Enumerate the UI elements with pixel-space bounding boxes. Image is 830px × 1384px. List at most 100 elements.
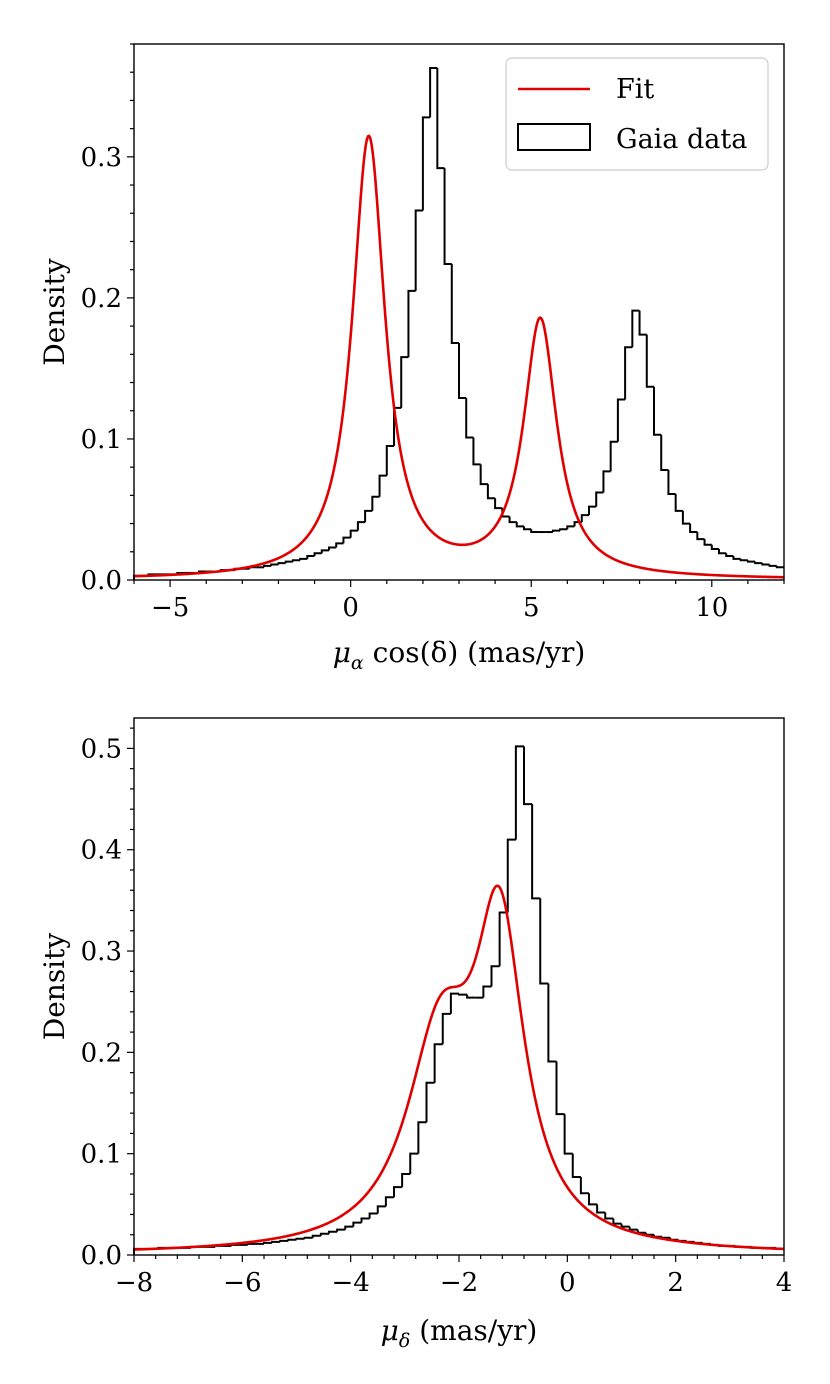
bottom-hist-bin — [384, 1196, 394, 1207]
bottom-hist-bin — [352, 1221, 362, 1227]
bottom-x-tick-label: 2 — [667, 1268, 684, 1298]
top-hist-bin — [609, 440, 618, 472]
top-hist-bin — [270, 563, 279, 566]
bottom-y-tick-label: 0.1 — [81, 1140, 122, 1170]
bottom-hist-bin — [490, 965, 500, 987]
bottom-x-tick-label: −8 — [115, 1268, 153, 1298]
top-hist-bin — [718, 548, 727, 555]
bottom-hist-bin — [295, 1237, 305, 1240]
bottom-x-tick-label: −4 — [332, 1268, 370, 1298]
top-x-tick-label: 5 — [523, 593, 540, 623]
bottom-hist-bin — [563, 1114, 573, 1155]
bottom-x-tick-label: −2 — [440, 1268, 478, 1298]
top-hist-bin — [277, 562, 286, 565]
top-hist-bin — [645, 334, 654, 388]
top-panel: Density μα cos(δ) (mas/yr) −5 0 5 10 0.0 0.1 0… — [38, 43, 785, 674]
top-x-tick-label: 0 — [342, 593, 359, 623]
top-hist-bin — [436, 67, 445, 170]
top-y-axis-label: Density — [38, 258, 71, 366]
bottom-hist-bin — [360, 1217, 370, 1223]
top-hist-bin — [328, 546, 337, 551]
top-x-axis-label-rest: cos(δ) (mas/yr) — [364, 636, 586, 669]
top-hist-bin — [667, 469, 676, 495]
bottom-hist-bin — [458, 993, 468, 996]
top-hist-bin — [494, 498, 503, 510]
bottom-hist-bin — [263, 1241, 273, 1244]
bottom-hist-bin — [547, 983, 557, 1063]
top-y-tick-label: 0.2 — [81, 284, 122, 314]
top-hist-bin — [284, 560, 293, 564]
top-x-tick-label: 10 — [695, 593, 728, 623]
top-hist-bin — [306, 555, 315, 559]
bottom-hist-bin — [336, 1228, 346, 1232]
top-hist-bin — [479, 464, 488, 486]
top-x-tick-label: −5 — [151, 593, 189, 623]
top-hist-bin — [602, 470, 611, 493]
legend-box — [505, 57, 769, 171]
bottom-hist-bin — [441, 1012, 451, 1045]
top-hist-bin — [465, 398, 474, 439]
top-hist-bin — [674, 493, 683, 512]
top-hist-bin — [588, 505, 597, 516]
top-hist-bin — [385, 445, 394, 476]
top-hist-bin — [681, 510, 691, 525]
bottom-hist-bin — [596, 1204, 606, 1214]
bottom-fit-line — [133, 884, 785, 1251]
bottom-hist-bin — [588, 1193, 598, 1206]
top-hist-bin — [595, 491, 604, 507]
bottom-hist-bin — [523, 746, 533, 806]
top-hist-bin — [313, 552, 322, 557]
bottom-y-axis-label: Density — [38, 933, 71, 1041]
bottom-hist-bin — [433, 1043, 443, 1083]
top-hist-bin — [486, 484, 496, 500]
bottom-hist-bin — [539, 898, 549, 985]
bottom-hist-bin — [328, 1230, 338, 1234]
bottom-hist-bin — [636, 1229, 646, 1234]
top-hist-bin — [523, 526, 532, 531]
bottom-hist-bin — [514, 745, 524, 840]
top-hist-bin — [653, 386, 662, 436]
top-hist-bin — [624, 346, 633, 400]
top-hist-bin — [508, 516, 517, 524]
bottom-histogram — [133, 745, 784, 1255]
top-hist-bin — [299, 557, 308, 561]
top-fit-line — [133, 134, 785, 579]
top-hist-bin — [660, 434, 669, 471]
bottom-hist-bin — [449, 992, 459, 1014]
bottom-hist-bin — [417, 1121, 427, 1154]
bottom-x-axis-label-rest: (mas/yr) — [410, 1314, 537, 1347]
top-hist-bin — [732, 556, 741, 560]
top-hist-bin — [696, 532, 705, 541]
bottom-hist-bin — [401, 1172, 411, 1188]
bottom-panel: Density μδ (mas/yr) −8 −6 −4 −2 0 2 4 0.0 0.1 0.2… — [38, 717, 792, 1352]
top-hist-bin — [761, 563, 770, 566]
top-hist-bin — [616, 398, 626, 442]
top-hist-bin — [775, 565, 784, 569]
bottom-y-tick-label: 0.3 — [81, 937, 122, 967]
bottom-hist-bin — [506, 838, 516, 913]
top-hist-bin — [580, 514, 589, 523]
top-hist-bin — [421, 116, 431, 211]
top-hist-bin — [450, 264, 459, 345]
top-hist-bin — [559, 528, 568, 531]
top-y-tick-label: 0.1 — [81, 425, 122, 455]
top-hist-bin — [320, 549, 329, 554]
top-x-axis-label-mu: μ — [333, 636, 351, 669]
top-hist-bin — [291, 559, 301, 562]
top-hist-bin — [371, 495, 380, 511]
bottom-hist-bin — [612, 1218, 622, 1225]
bottom-hist-bin — [409, 1152, 419, 1174]
bottom-hist-bin — [531, 804, 541, 900]
top-y-tick-label: 0.3 — [81, 143, 122, 173]
top-hist-bin — [407, 289, 416, 358]
top-hist-bin — [400, 356, 409, 408]
bottom-hist-bin — [246, 1242, 256, 1245]
top-hist-bin — [710, 544, 719, 550]
top-hist-bin — [689, 523, 698, 534]
bottom-hist-bin — [271, 1240, 281, 1243]
top-hist-bin — [768, 564, 777, 567]
bottom-y-tick-label: 0.0 — [81, 1241, 122, 1271]
bottom-hist-bin — [425, 1081, 435, 1123]
top-hist-bin — [378, 474, 387, 497]
